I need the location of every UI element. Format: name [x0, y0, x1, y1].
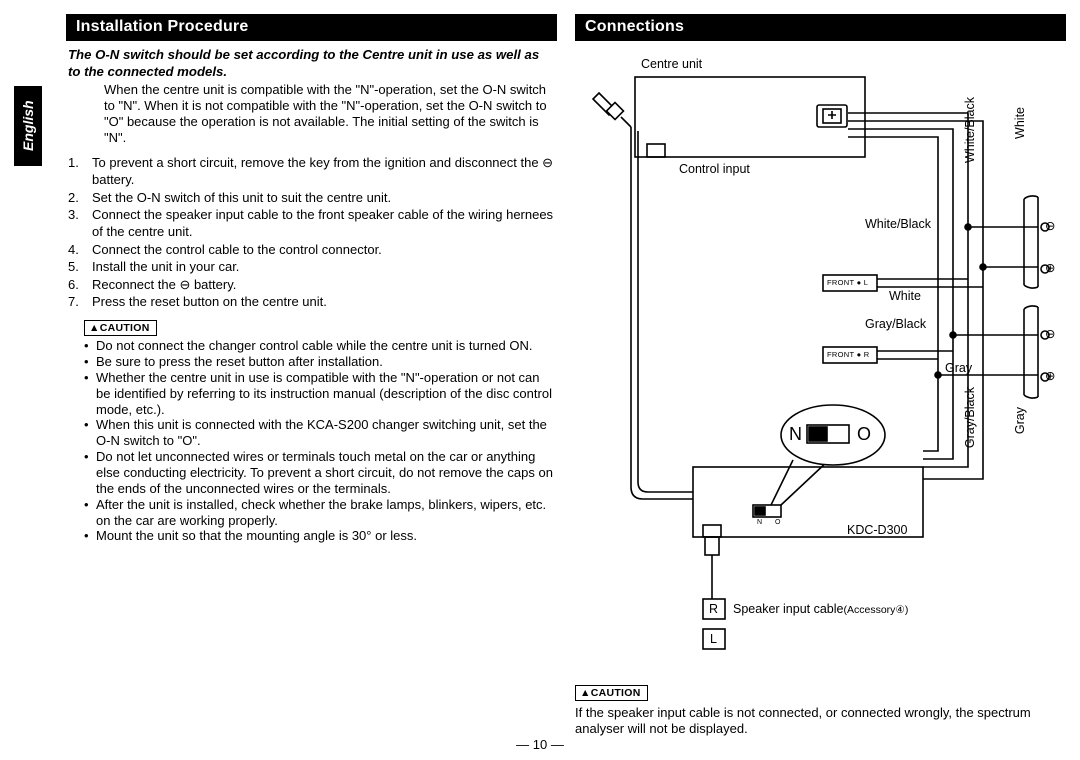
minus-icon: ⊖: [1045, 218, 1055, 233]
label-front-r: FRONT ● R: [827, 350, 870, 359]
switch-n-small: N: [757, 519, 762, 526]
language-tab: English: [14, 86, 42, 166]
step-item: Connect the control cable to the control…: [68, 242, 555, 259]
plus-icon: ⊕: [1045, 368, 1055, 383]
caution-label: ▲CAUTION: [84, 320, 157, 336]
plus-icon: ⊕: [1045, 260, 1055, 275]
step-item: Set the O-N switch of this unit to suit …: [68, 190, 555, 207]
right-column: Connections: [575, 14, 1066, 737]
label-white-v: White: [1013, 107, 1027, 139]
switch-n-label: N: [789, 424, 802, 445]
caution-label-right: ▲CAUTION: [575, 685, 648, 701]
label-white-black-v: White/Black: [963, 97, 977, 163]
label-speaker-cable: Speaker input cable(Accessory④): [733, 602, 908, 616]
connections-header: Connections: [575, 14, 1066, 41]
intro-bold: The O-N switch should be set according t…: [66, 47, 557, 82]
intro-body: When the centre unit is compatible with …: [66, 82, 557, 155]
step-item: Reconnect the ⊖ battery.: [68, 277, 555, 294]
caution-item: Be sure to press the reset button after …: [84, 354, 555, 370]
label-gray-black-v: Gray/Black: [963, 387, 977, 448]
accessory-text: (Accessory④): [844, 604, 909, 616]
label-white: White: [889, 289, 921, 303]
label-gray: Gray: [945, 361, 972, 375]
label-gray-v: Gray: [1013, 407, 1027, 434]
page-number: — 10 —: [0, 737, 1080, 752]
label-control-input: Control input: [679, 162, 750, 176]
label-kdc: KDC-D300: [847, 523, 907, 537]
switch-o-small: O: [775, 519, 780, 526]
caution-list: Do not connect the changer control cable…: [66, 338, 557, 544]
label-l: L: [710, 632, 717, 646]
minus-icon: ⊖: [1045, 326, 1055, 341]
diagram-svg: [575, 47, 1055, 677]
caution-text-right: If the speaker input cable is not connec…: [575, 703, 1066, 737]
speaker-cable-text: Speaker input cable: [733, 602, 844, 616]
caution-item: After the unit is installed, check wheth…: [84, 497, 555, 529]
step-item: Install the unit in your car.: [68, 259, 555, 276]
step-item: Connect the speaker input cable to the f…: [68, 207, 555, 240]
caution-item: Do not connect the changer control cable…: [84, 338, 555, 354]
caution-item: Mount the unit so that the mounting angl…: [84, 528, 555, 544]
switch-o-label: O: [857, 424, 871, 445]
step-item: Press the reset button on the centre uni…: [68, 294, 555, 311]
caution-item: When this unit is connected with the KCA…: [84, 417, 555, 449]
caution-item: Do not let unconnected wires or terminal…: [84, 449, 555, 497]
label-front-l: FRONT ● L: [827, 278, 868, 287]
left-column: Installation Procedure The O-N switch sh…: [14, 14, 557, 737]
installation-steps: To prevent a short circuit, remove the k…: [66, 155, 557, 311]
label-r: R: [709, 602, 718, 616]
step-item: To prevent a short circuit, remove the k…: [68, 155, 555, 188]
installation-header: Installation Procedure: [66, 14, 557, 41]
connections-diagram: Centre unit Control input White/Black Wh…: [575, 47, 1055, 677]
caution-item: Whether the centre unit in use is compat…: [84, 370, 555, 418]
label-centre-unit: Centre unit: [641, 57, 702, 71]
label-gray-black: Gray/Black: [865, 317, 926, 331]
label-white-black: White/Black: [865, 217, 931, 231]
